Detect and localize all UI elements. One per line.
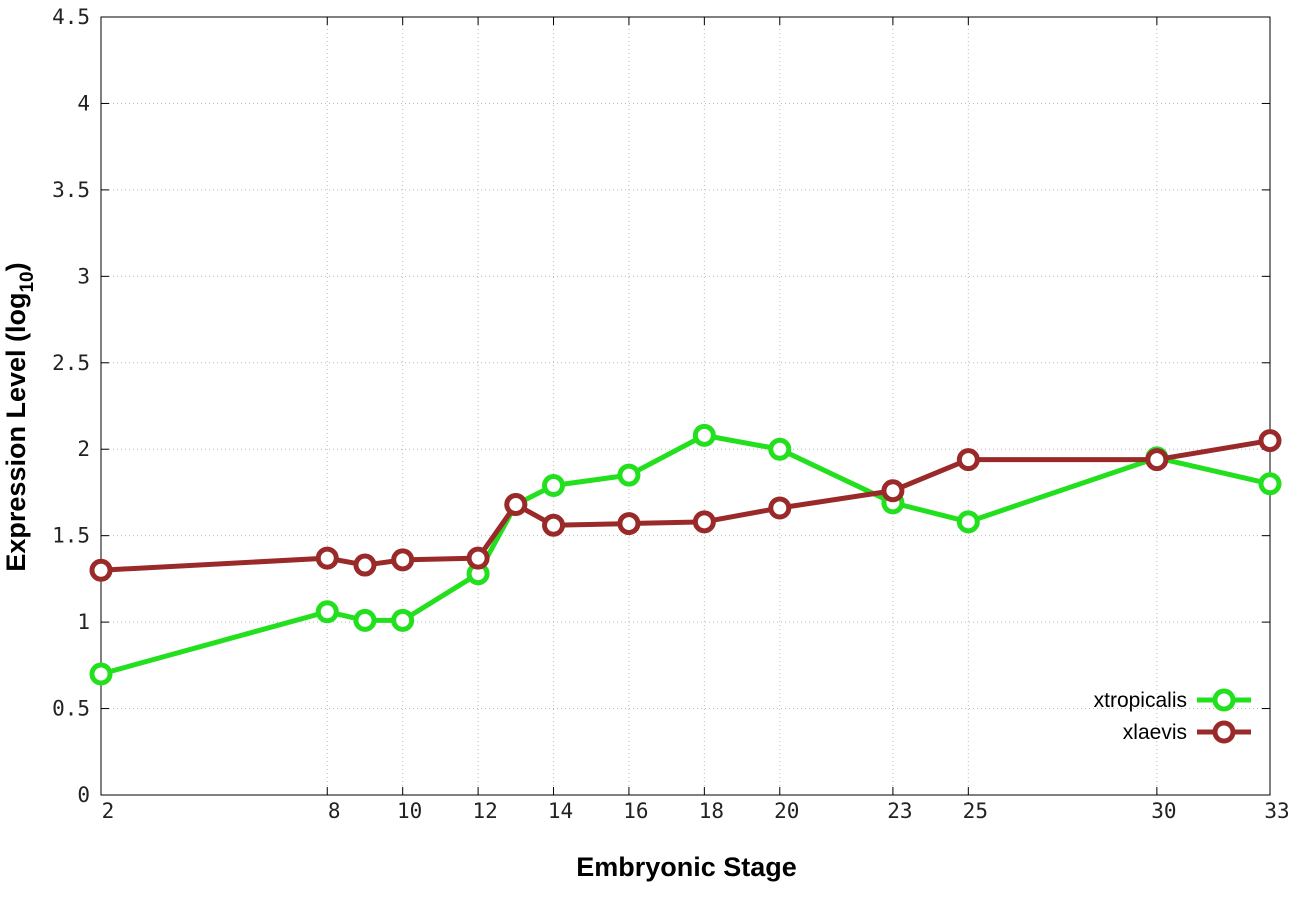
data-point bbox=[1258, 472, 1282, 496]
data-point bbox=[956, 448, 980, 472]
y-tick-label: 2.5 bbox=[52, 351, 90, 375]
y-tick-label: 4 bbox=[77, 91, 90, 115]
x-tick-label: 10 bbox=[397, 799, 422, 823]
legend-label: xtropicalis bbox=[1094, 689, 1187, 712]
data-point bbox=[617, 463, 641, 487]
x-tick-label: 20 bbox=[774, 799, 799, 823]
y-axis-title-subscript: 10 bbox=[17, 271, 38, 292]
data-point bbox=[1145, 448, 1169, 472]
x-tick-label: 16 bbox=[623, 799, 648, 823]
series-layer bbox=[89, 423, 1282, 686]
x-tick-label: 2 bbox=[102, 799, 115, 823]
legend-item: xtropicalis bbox=[1094, 688, 1251, 712]
y-tick-label: 1 bbox=[77, 610, 90, 634]
data-point bbox=[466, 546, 490, 570]
x-tick-label: 30 bbox=[1151, 799, 1176, 823]
x-tick-label: 12 bbox=[472, 799, 497, 823]
y-tick-label: 3.5 bbox=[52, 178, 90, 202]
x-tick-label: 18 bbox=[699, 799, 724, 823]
x-tick-label: 23 bbox=[887, 799, 912, 823]
y-tick-label: 4.5 bbox=[52, 5, 90, 29]
data-point bbox=[692, 423, 716, 447]
data-point bbox=[692, 510, 716, 534]
data-point bbox=[542, 474, 566, 498]
data-point bbox=[881, 479, 905, 503]
legend-swatch-marker bbox=[1212, 688, 1236, 712]
y-tick-label: 3 bbox=[77, 264, 90, 288]
series-xtropicalis bbox=[89, 423, 1282, 686]
y-axis-title-main: Expression Level (log bbox=[1, 293, 31, 572]
data-point bbox=[1258, 429, 1282, 453]
data-point bbox=[353, 608, 377, 632]
x-axis-title: Embryonic Stage bbox=[576, 852, 797, 882]
data-point bbox=[353, 553, 377, 577]
data-point bbox=[956, 510, 980, 534]
legend-swatch-marker bbox=[1212, 720, 1236, 744]
grid-lines bbox=[101, 17, 1270, 795]
legend: xtropicalis xlaevis bbox=[1094, 688, 1251, 744]
axes: 0 0.5 1 1.5 2 2.5 3 3.5 4 4.5 2 8 10 12 14 16 18 20 23 25 30… bbox=[52, 5, 1290, 823]
data-point bbox=[89, 662, 113, 686]
x-tick-label: 33 bbox=[1264, 799, 1289, 823]
y-tick-label: 2 bbox=[77, 437, 90, 461]
series-line bbox=[100, 438, 1271, 573]
y-axis-title: Expression Level (log10) bbox=[1, 262, 38, 571]
x-tick-label: 14 bbox=[548, 799, 573, 823]
data-point bbox=[542, 513, 566, 537]
series-xlaevis bbox=[89, 429, 1282, 582]
legend-item: xlaevis bbox=[1123, 720, 1251, 744]
data-point bbox=[315, 600, 339, 624]
data-point bbox=[768, 437, 792, 461]
data-point bbox=[617, 512, 641, 536]
y-tick-label: 0.5 bbox=[52, 697, 90, 721]
data-point bbox=[391, 548, 415, 572]
x-tick-label: 25 bbox=[963, 799, 988, 823]
y-axis-title-close: ) bbox=[1, 262, 31, 271]
y-tick-label: 1.5 bbox=[52, 524, 90, 548]
legend-label: xlaevis bbox=[1123, 721, 1187, 744]
data-point bbox=[391, 608, 415, 632]
x-tick-label: 8 bbox=[328, 799, 341, 823]
data-point bbox=[89, 558, 113, 582]
y-tick-label: 0 bbox=[77, 783, 90, 807]
data-point bbox=[504, 493, 528, 517]
data-point bbox=[768, 496, 792, 520]
series-line bbox=[100, 432, 1271, 677]
data-point bbox=[315, 546, 339, 570]
plot-frame bbox=[100, 16, 1271, 796]
